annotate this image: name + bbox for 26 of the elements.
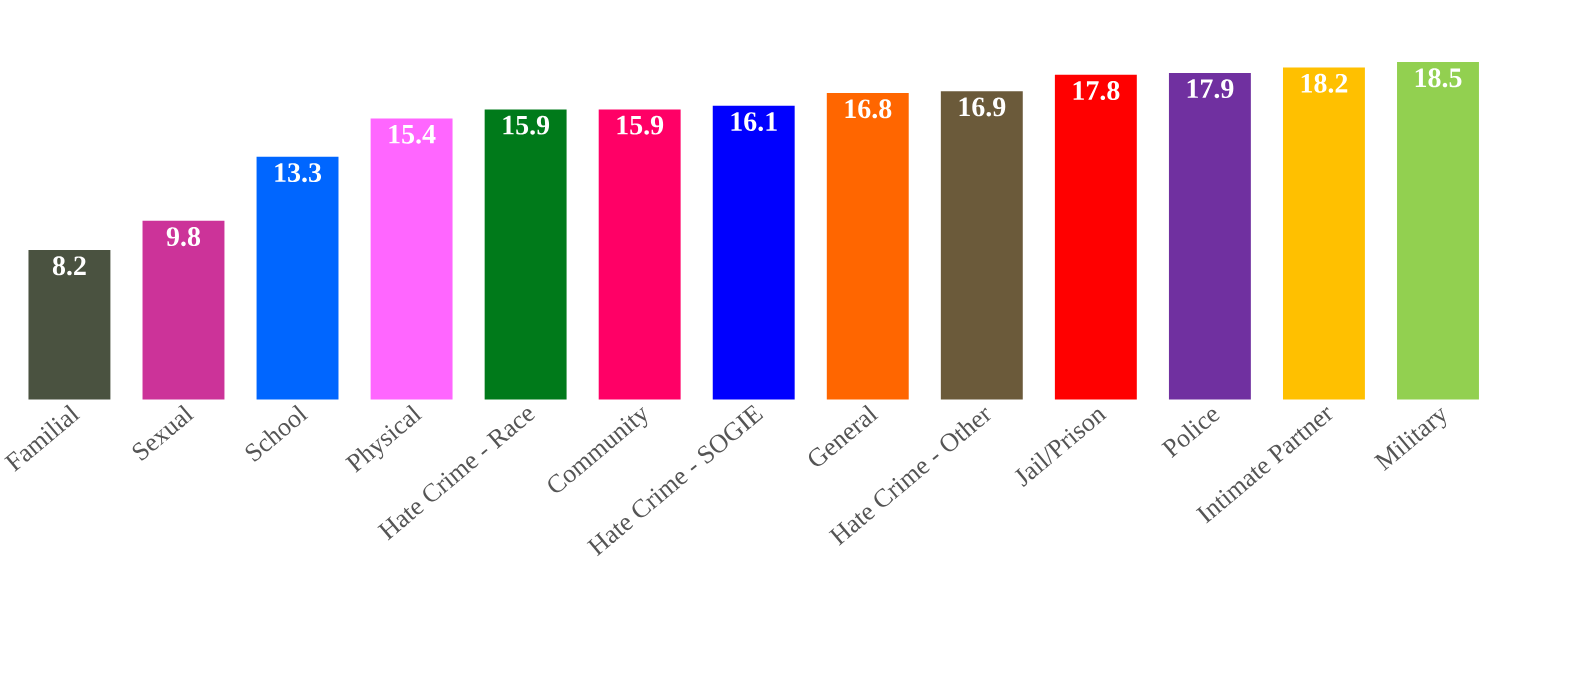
data-label: 9.8 bbox=[166, 226, 201, 246]
data-label: 15.4 bbox=[389, 124, 436, 144]
bar bbox=[1397, 61, 1479, 400]
bar bbox=[484, 109, 567, 400]
data-label: 15.9 bbox=[617, 115, 664, 135]
data-label: 18.2 bbox=[1301, 73, 1348, 93]
data-label: 17.9 bbox=[1187, 79, 1234, 99]
bar bbox=[142, 220, 225, 400]
data-label: 18.5 bbox=[1415, 68, 1462, 88]
bar bbox=[256, 156, 339, 400]
data-label: 13.3 bbox=[275, 163, 322, 183]
data-label: 16.9 bbox=[959, 97, 1006, 117]
bar bbox=[1168, 72, 1251, 400]
data-label: 16.1 bbox=[731, 111, 777, 131]
bar bbox=[712, 105, 795, 400]
bar bbox=[1282, 67, 1365, 400]
bar bbox=[940, 90, 1023, 400]
bar bbox=[1054, 74, 1137, 400]
bar bbox=[598, 109, 681, 400]
data-label: 17.8 bbox=[1073, 80, 1120, 100]
bar bbox=[826, 92, 909, 400]
bar bbox=[28, 249, 111, 400]
data-label: 16.8 bbox=[845, 99, 892, 119]
data-label: 8.2 bbox=[52, 256, 86, 276]
data-label: 15.9 bbox=[503, 115, 550, 135]
bar bbox=[370, 118, 453, 400]
